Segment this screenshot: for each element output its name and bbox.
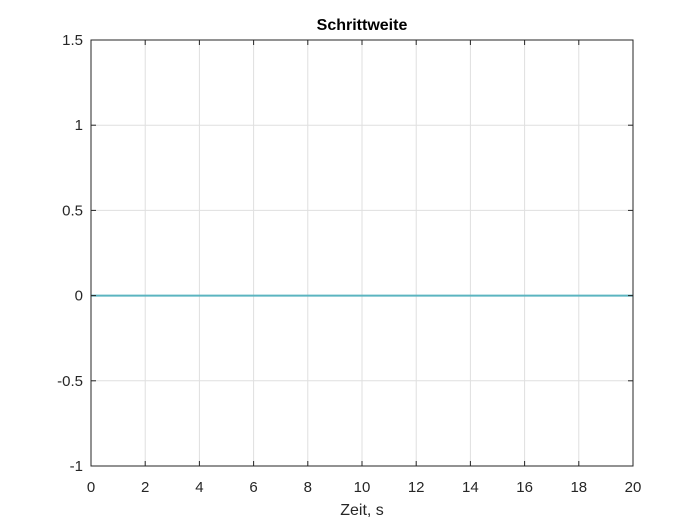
x-tick-label: 20 — [625, 479, 642, 496]
x-tick-label: 4 — [195, 479, 203, 496]
x-tick-label: 8 — [304, 479, 312, 496]
x-tick-label: 16 — [516, 479, 533, 496]
x-tick-label: 12 — [408, 479, 425, 496]
x-axis-title: Zeit, s — [340, 502, 384, 519]
x-tick-label: 14 — [462, 479, 479, 496]
x-tick-label: 10 — [354, 479, 371, 496]
y-tick-label: 0 — [75, 288, 83, 305]
y-tick-labels: -1 -0.5 0 0.5 1 1.5 — [57, 32, 83, 475]
y-tick-label: 1 — [75, 117, 83, 134]
ticks — [90, 39, 634, 467]
x-tick-label: 2 — [141, 479, 149, 496]
chart-title: Schrittweite — [317, 17, 408, 34]
y-tick-label: -1 — [70, 458, 83, 475]
grid — [90, 39, 634, 467]
y-tick-label: 1.5 — [62, 32, 83, 49]
x-tick-labels: 0 2 4 6 8 10 12 14 16 18 20 — [87, 479, 642, 496]
x-tick-label: 0 — [87, 479, 95, 496]
x-tick-label: 6 — [249, 479, 257, 496]
y-tick-label: -0.5 — [57, 373, 83, 390]
y-tick-label: 0.5 — [62, 202, 83, 219]
x-tick-label: 18 — [570, 479, 587, 496]
